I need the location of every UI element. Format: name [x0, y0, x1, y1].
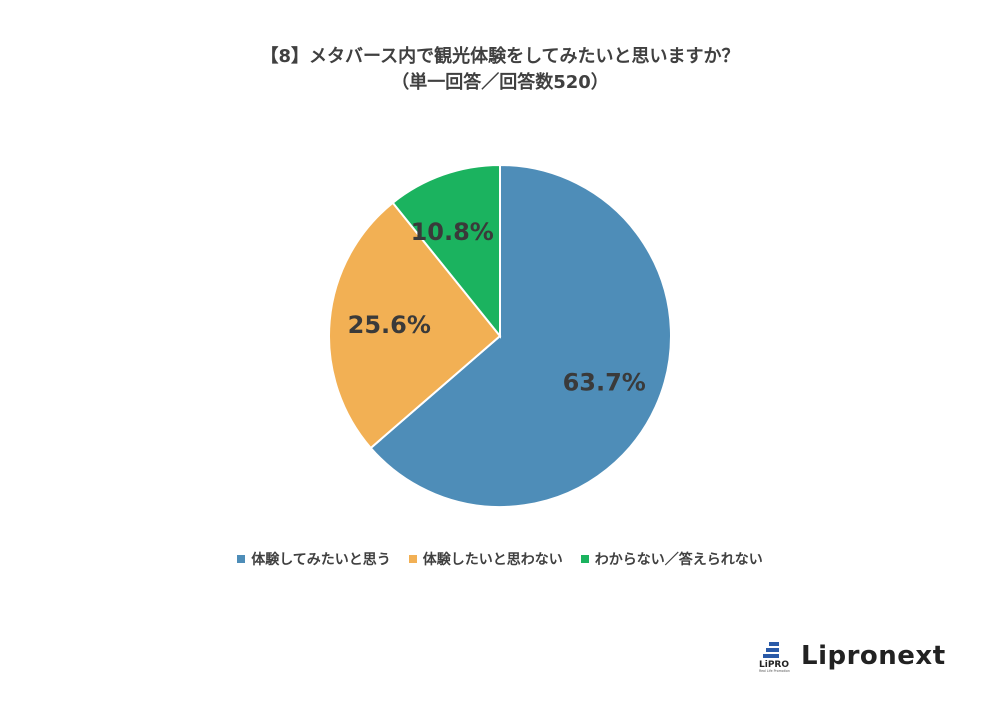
- brand-name: Lipronext: [801, 641, 946, 671]
- data-label-1: 63.7%: [563, 369, 646, 397]
- legend: 体験してみたいと思う 体験したいと思わない わからない／答えられない: [0, 549, 1000, 569]
- svg-text:LiPRO: LiPRO: [759, 660, 789, 670]
- svg-text:Real Life Promotion: Real Life Promotion: [759, 669, 790, 673]
- pie-slice-3: [391, 163, 501, 339]
- legend-label-3: わからない／答えられない: [594, 552, 763, 568]
- lipronext-logo: LiPRO Real Life Promotion Lipronext: [759, 636, 959, 676]
- lipro-logo-mark: LiPRO Real Life Promotion: [759, 642, 790, 673]
- chart-subtitle: （単一回答／回答数520）: [391, 72, 609, 93]
- legend-item-1: 体験してみたいと思う: [237, 549, 391, 569]
- chart-title-block: 【8】メタバース内で観光体験をしてみたいと思いますか？ （単一回答／回答数520…: [0, 44, 1000, 96]
- legend-label-2: 体験したいと思わない: [422, 552, 563, 568]
- legend-swatch-1: [237, 555, 246, 563]
- chart-title: 【8】メタバース内で観光体験をしてみたいと思いますか？: [260, 46, 740, 67]
- legend-swatch-2: [408, 555, 417, 563]
- pie-slice-1: [369, 163, 672, 508]
- data-label-2: 25.6%: [348, 311, 431, 339]
- pie-slice-2: [328, 201, 502, 450]
- legend-label-1: 体験してみたいと思う: [251, 552, 391, 568]
- legend-item-2: 体験したいと思わない: [408, 549, 563, 569]
- data-label-3: 10.8%: [411, 218, 494, 246]
- legend-swatch-3: [580, 555, 589, 563]
- legend-item-3: わからない／答えられない: [580, 549, 763, 569]
